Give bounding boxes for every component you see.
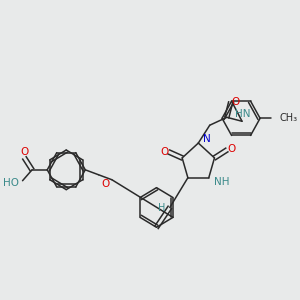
Text: HN: HN (235, 109, 251, 119)
Text: N: N (203, 134, 211, 144)
Text: O: O (160, 147, 168, 157)
Text: HO: HO (3, 178, 19, 188)
Text: O: O (227, 144, 236, 154)
Text: O: O (101, 179, 109, 189)
Text: CH₃: CH₃ (279, 113, 297, 123)
Text: O: O (231, 98, 239, 107)
Text: O: O (20, 147, 28, 157)
Text: H: H (158, 203, 165, 214)
Text: NH: NH (214, 177, 230, 187)
